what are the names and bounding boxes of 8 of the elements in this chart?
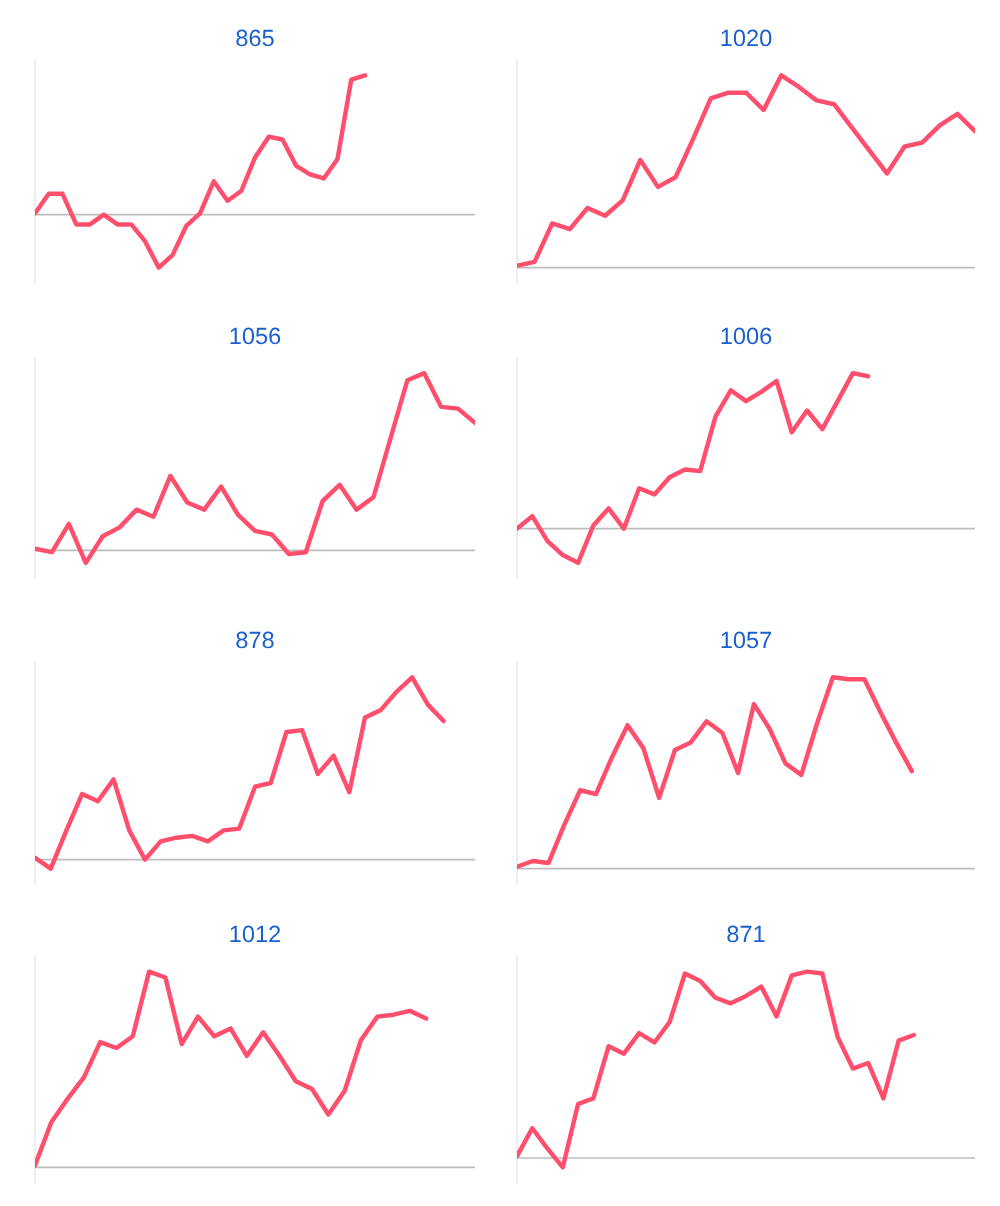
chart-title: 871 [727,925,765,943]
chart-title: 1056 [230,327,281,345]
chart-title: 878 [236,631,274,649]
chart-title: 1057 [721,631,772,649]
chart-title: 1012 [230,925,281,943]
chart-title: 1020 [721,29,772,47]
chart-title: 865 [236,29,274,47]
chart-title: 1006 [721,327,772,345]
